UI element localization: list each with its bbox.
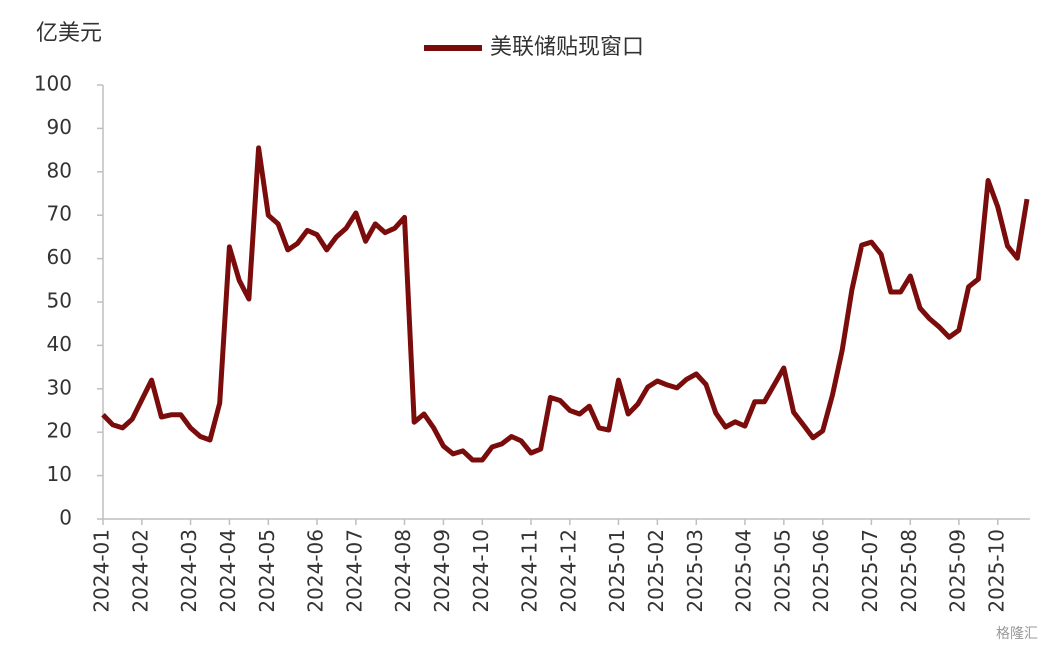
x-tick-label: 2024-02 xyxy=(128,529,152,613)
x-tick-label: 2025-10 xyxy=(984,529,1008,613)
y-tick-label: 0 xyxy=(59,506,72,530)
x-tick-label: 2024-12 xyxy=(556,529,580,613)
y-tick-label: 40 xyxy=(47,332,72,356)
x-tick-label: 2025-03 xyxy=(683,529,707,613)
x-tick-label: 2025-08 xyxy=(897,529,921,613)
y-tick-label: 20 xyxy=(47,419,72,443)
x-tick-label: 2024-10 xyxy=(469,529,493,613)
x-tick-label: 2024-09 xyxy=(430,529,454,613)
x-tick-label: 2024-06 xyxy=(303,529,327,613)
y-tick-label: 30 xyxy=(47,375,72,399)
x-tick-label: 2024-08 xyxy=(391,529,415,613)
line-series xyxy=(101,145,1030,463)
x-tick-label: 2025-07 xyxy=(858,529,882,613)
x-tick-label: 2024-07 xyxy=(342,529,366,613)
y-tick-label: 60 xyxy=(47,245,72,269)
x-tick-label: 2024-11 xyxy=(517,529,541,613)
x-tick-label: 2025-06 xyxy=(809,529,833,613)
x-tick-label: 2025-04 xyxy=(731,529,755,613)
x-tick-label: 2025-05 xyxy=(770,529,794,613)
watermark: 格隆汇 xyxy=(996,626,1038,642)
y-tick-label: 90 xyxy=(47,115,72,139)
y-tick-label: 10 xyxy=(47,462,72,486)
y-tick-label: 70 xyxy=(47,202,72,226)
x-tick-label: 2025-09 xyxy=(945,529,969,613)
y-tick-label: 50 xyxy=(47,289,72,313)
x-tick-label: 2024-04 xyxy=(216,529,240,613)
y-tick-label: 80 xyxy=(47,158,72,182)
x-tick-label: 2025-02 xyxy=(644,529,668,613)
x-tick-label: 2024-03 xyxy=(177,529,201,613)
legend-label: 美联储贴现窗口 xyxy=(490,35,644,60)
x-tick-label: 2024-05 xyxy=(255,529,279,613)
x-tick-label: 2025-01 xyxy=(605,529,629,613)
y-unit-label: 亿美元 xyxy=(36,21,102,46)
y-tick-label: 100 xyxy=(34,72,72,96)
x-tick-label: 2024-01 xyxy=(90,529,114,613)
